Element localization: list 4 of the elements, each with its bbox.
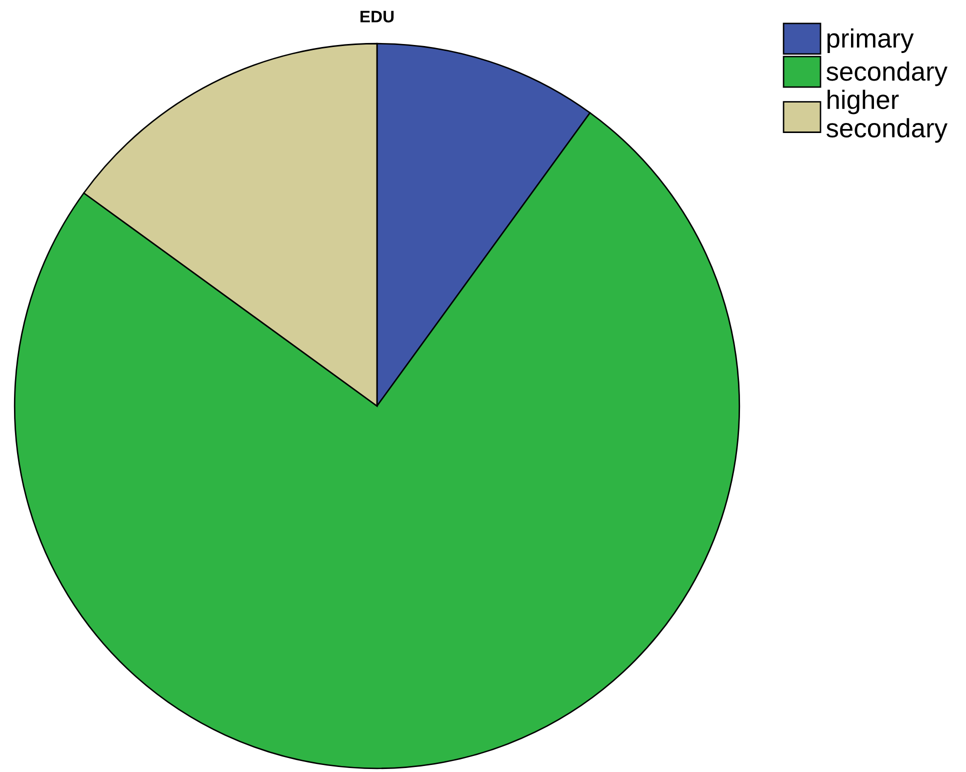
legend-label: primary <box>827 28 914 53</box>
legend-label: higher secondary <box>826 90 948 143</box>
chart-title: EDU <box>360 10 394 22</box>
legend-label: secondary <box>826 61 948 86</box>
